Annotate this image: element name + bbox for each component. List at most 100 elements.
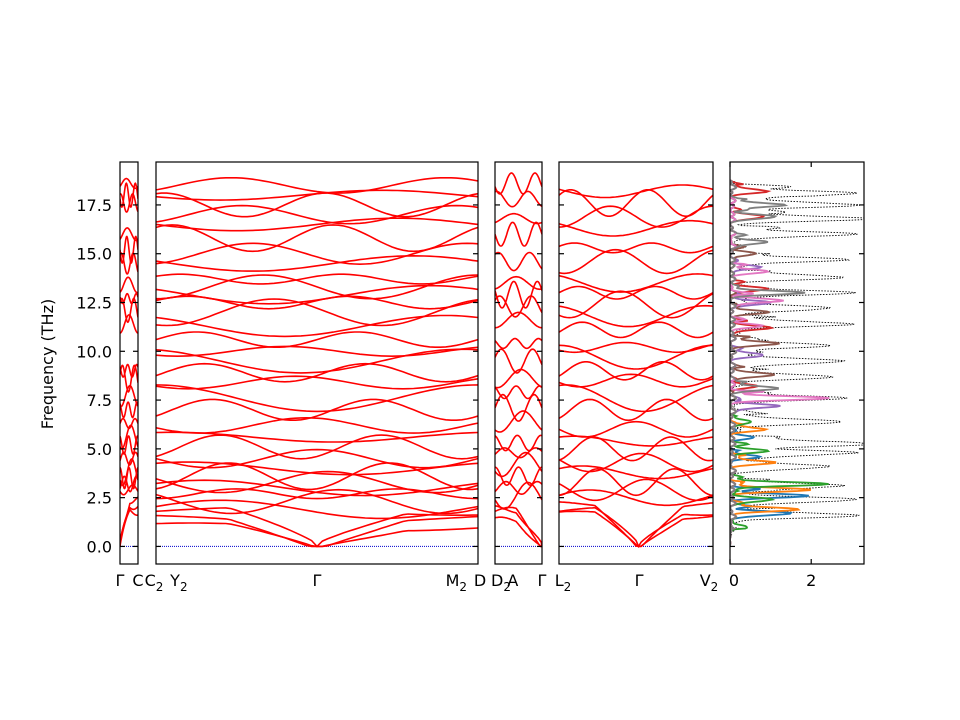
x-tick-label: C bbox=[132, 571, 143, 590]
phonon-band bbox=[559, 219, 713, 237]
band-panels: Γ C C2 Y2 Γ M2 D D2A Γ L2 Γ V20.02.55.07.510.012.51… bbox=[76, 161, 719, 594]
band-lines-p3 bbox=[495, 172, 542, 548]
phonon-band bbox=[559, 285, 713, 300]
phonon-band bbox=[559, 373, 713, 388]
phonon-band bbox=[495, 280, 542, 309]
phonon-band bbox=[156, 461, 478, 476]
phonon-band bbox=[495, 337, 542, 350]
phonon-band bbox=[120, 227, 138, 242]
x-tick-label: M2 bbox=[446, 571, 467, 594]
x-tick-label: Γ bbox=[635, 571, 644, 590]
phonon-band bbox=[495, 221, 542, 247]
phonon-band bbox=[120, 292, 138, 305]
phonon-band bbox=[156, 462, 478, 491]
band-panel-p4: L2 Γ V2 bbox=[555, 161, 719, 594]
x-tick-label: V2 bbox=[700, 571, 719, 594]
phonon-band bbox=[495, 311, 542, 329]
phonon-band bbox=[559, 248, 713, 275]
phonon-band bbox=[495, 251, 542, 272]
phonon-band bbox=[559, 398, 713, 422]
phonon-band bbox=[495, 516, 542, 548]
y-tick-label: 17.5 bbox=[76, 196, 112, 215]
x-tick-label: C2 bbox=[145, 571, 164, 594]
phonon-band bbox=[156, 488, 478, 515]
phonon-band bbox=[559, 344, 713, 370]
phonon-band bbox=[156, 217, 478, 232]
phonon-band bbox=[559, 506, 713, 549]
phonon-band bbox=[495, 393, 542, 422]
phonon-band bbox=[559, 242, 713, 254]
phonon-band bbox=[559, 205, 713, 228]
y-tick-labels: 0.0 2.5 5.0 7.5 10.0 12.5 15.0 17.5 bbox=[76, 196, 112, 557]
phonon-band bbox=[156, 273, 478, 285]
phonon-band bbox=[120, 235, 138, 264]
phonon-band bbox=[495, 385, 542, 400]
phonon-band bbox=[120, 435, 138, 455]
phonon-band bbox=[495, 172, 542, 195]
phonon-band bbox=[559, 489, 713, 507]
phonon-band bbox=[156, 284, 478, 305]
y-tick-label: 12.5 bbox=[76, 294, 112, 313]
phonon-band bbox=[120, 177, 138, 190]
x-tick-label: Γ bbox=[116, 571, 125, 590]
x-tick-label: Γ bbox=[313, 571, 322, 590]
phonon-band bbox=[495, 480, 542, 496]
band-lines-p4 bbox=[559, 184, 713, 549]
dos-frame bbox=[729, 161, 865, 565]
x-tick-label: Γ bbox=[538, 571, 547, 590]
phonon-band bbox=[156, 274, 478, 300]
phonon-band bbox=[120, 417, 138, 430]
phonon-band bbox=[120, 276, 138, 294]
panel-frame bbox=[494, 161, 543, 565]
phonon-band bbox=[156, 254, 478, 272]
phonon-band bbox=[495, 481, 542, 510]
phonon-band bbox=[559, 465, 713, 480]
phonon-band bbox=[156, 204, 478, 225]
phonon-band bbox=[495, 212, 542, 225]
phonon-band bbox=[495, 466, 542, 487]
phonon-band bbox=[495, 295, 542, 318]
phonon-band bbox=[495, 368, 542, 389]
phonon-band bbox=[559, 304, 713, 328]
phonon-band bbox=[559, 290, 713, 319]
phonon-band bbox=[156, 331, 478, 348]
phonon-band bbox=[156, 348, 478, 374]
phonon-band bbox=[156, 416, 478, 434]
panel-frame bbox=[558, 161, 714, 565]
phonon-band bbox=[495, 451, 542, 478]
phonon-band bbox=[156, 192, 478, 218]
phonon-band bbox=[495, 190, 542, 208]
dos-x-tick-label: 0 bbox=[729, 571, 739, 590]
band-lines-p2 bbox=[156, 177, 478, 548]
phonon-band bbox=[495, 275, 542, 291]
phonon-band bbox=[156, 499, 478, 520]
panel-frame bbox=[119, 161, 139, 565]
band-panel-p3: D2A Γ bbox=[491, 161, 547, 594]
phonon-band bbox=[559, 510, 713, 548]
phonon-band bbox=[559, 420, 713, 438]
phonon-band bbox=[156, 507, 478, 548]
phonon-band bbox=[559, 452, 713, 473]
phonon-band bbox=[156, 470, 478, 494]
phonon-band bbox=[559, 341, 713, 354]
phonon-band bbox=[156, 362, 478, 383]
phonon-band bbox=[120, 297, 138, 324]
y-tick-label: 10.0 bbox=[76, 342, 112, 361]
y-tick-label: 15.0 bbox=[76, 245, 112, 264]
phonon-band bbox=[156, 448, 478, 469]
phonon-band bbox=[156, 298, 478, 327]
phonon-band bbox=[495, 410, 542, 433]
phonon-band bbox=[156, 242, 478, 266]
phonon-band bbox=[120, 496, 138, 547]
phonon-band bbox=[559, 501, 713, 548]
phonon-band bbox=[120, 401, 138, 419]
phonon-band bbox=[120, 384, 138, 408]
phonon-band bbox=[559, 361, 713, 381]
phonon-band bbox=[559, 184, 713, 199]
phonon-band bbox=[156, 479, 478, 497]
phonon-band bbox=[156, 434, 478, 460]
phonon-band bbox=[559, 321, 713, 339]
partial-dos-curve bbox=[730, 179, 806, 547]
